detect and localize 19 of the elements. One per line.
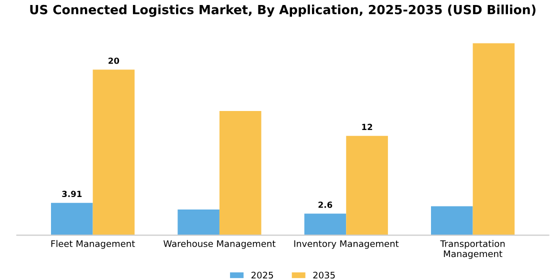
x-tick-label: Inventory Management bbox=[294, 240, 399, 249]
legend-label: 2025 bbox=[251, 272, 273, 279]
data-label: 2.6 bbox=[318, 202, 332, 208]
bar bbox=[304, 214, 346, 236]
data-label: 12 bbox=[362, 124, 372, 130]
x-tick-label: Transportation Management bbox=[440, 240, 505, 259]
bar bbox=[346, 136, 388, 236]
x-tick-label: Warehouse Management bbox=[164, 240, 276, 249]
x-tick-label: Fleet Management bbox=[51, 240, 135, 249]
chart-title: US Connected Logistics Market, By Application, 2025-2035 (USD Billion) bbox=[30, 4, 536, 17]
bar bbox=[178, 210, 220, 236]
bar bbox=[431, 206, 473, 236]
bar bbox=[51, 202, 93, 236]
data-label: 20 bbox=[108, 58, 120, 64]
bar bbox=[92, 70, 135, 236]
bar bbox=[219, 111, 262, 236]
bar bbox=[472, 43, 515, 236]
legend-label: 2035 bbox=[313, 272, 335, 279]
data-label: 3.91 bbox=[62, 190, 82, 198]
